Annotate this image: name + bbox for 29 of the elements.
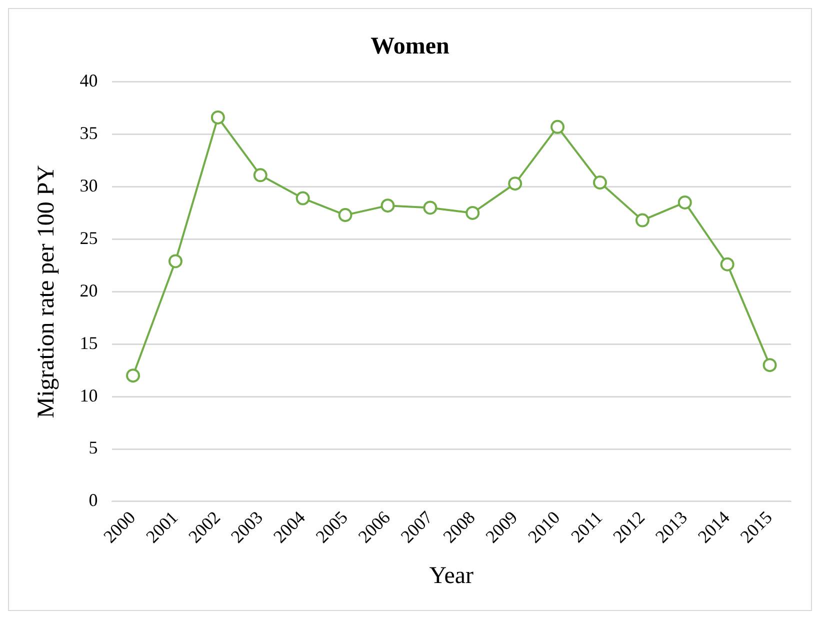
chart-title: Women — [370, 34, 450, 60]
y-axis-title: Migration rate per 100 PY — [34, 164, 60, 418]
y-tick-label: 25 — [80, 228, 98, 248]
y-tick-label: 20 — [80, 280, 98, 300]
y-tick-label: 15 — [80, 332, 98, 353]
point — [720, 257, 734, 272]
point — [210, 110, 225, 124]
y-tick-label: 35 — [80, 122, 98, 143]
y-tick-label: 0 — [88, 490, 98, 510]
point — [635, 213, 650, 228]
y-tick-label: 5 — [88, 438, 98, 458]
point — [678, 195, 692, 210]
y-tick-label: 10 — [80, 385, 98, 406]
point — [423, 200, 438, 215]
x-tick-label: 2011 — [567, 507, 606, 546]
y-tick-label: 30 — [80, 175, 98, 196]
point — [466, 206, 480, 220]
point — [296, 191, 310, 206]
point — [338, 208, 352, 222]
point — [168, 254, 182, 268]
point — [380, 198, 395, 213]
point — [126, 368, 140, 383]
y-tick-label: 40 — [80, 70, 98, 91]
point — [762, 358, 777, 372]
point — [508, 176, 522, 191]
point — [592, 176, 607, 190]
point — [550, 120, 565, 134]
x-axis-title: Year — [429, 562, 474, 589]
point — [253, 168, 268, 182]
